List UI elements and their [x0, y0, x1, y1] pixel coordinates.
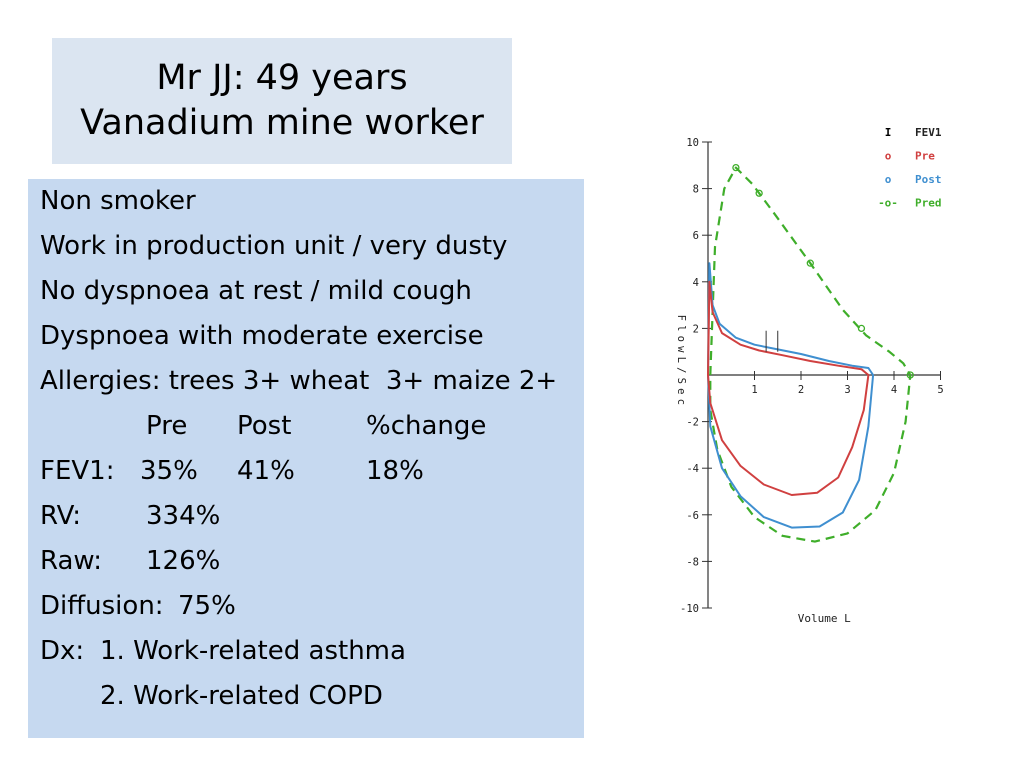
legend-symbol: o	[885, 173, 892, 186]
legend-symbol: -o-	[878, 197, 898, 210]
y-tick-label: -10	[680, 603, 699, 615]
history-item: Allergies: trees 3+ wheat 3+ maize 2+	[40, 366, 558, 396]
y-axis-label-char: w	[675, 346, 687, 353]
y-axis-label-char: e	[675, 388, 687, 394]
fev1-post: 41%	[237, 456, 295, 486]
history-item: Work in production unit / very dusty	[40, 231, 508, 261]
diffusion-label: Diffusion:	[40, 591, 164, 621]
series-pred-marker	[906, 371, 914, 379]
title-box: Mr JJ: 49 years Vanadium mine worker	[52, 38, 512, 164]
y-axis-label-char: c	[675, 399, 687, 405]
history-item: Non smoker	[40, 186, 196, 216]
series-pre-curve	[707, 280, 870, 496]
legend-symbol: o	[885, 150, 892, 163]
fev1-pre: 35%	[140, 456, 198, 486]
rv-value: 334%	[146, 501, 221, 531]
history-item: Dyspnoea with moderate exercise	[40, 321, 484, 351]
legend-symbol: I	[885, 126, 892, 139]
y-tick-label: 8	[693, 184, 699, 196]
legend-label: Pred	[915, 197, 942, 210]
series-pred-marker	[857, 324, 866, 333]
y-axis-label-char: /	[675, 367, 687, 373]
chart-legend: I FEV1 o Pre o Post -o- Pred	[878, 126, 942, 210]
x-tick-label: 4	[891, 384, 897, 396]
fev1-label: FEV1:	[40, 456, 115, 486]
x-tick-label: 1	[751, 384, 757, 396]
diagnosis-item: 1. Work-related asthma	[100, 636, 406, 666]
chart-series	[707, 163, 914, 543]
results-header-post: Post	[237, 411, 292, 441]
rv-label: RV:	[40, 501, 82, 531]
series-pred-marker	[755, 189, 763, 197]
patient-info-box: Non smoker Work in production unit / ver…	[28, 179, 584, 738]
results-header-change: %change	[366, 411, 487, 441]
y-axis-label-char: o	[675, 336, 687, 342]
x-tick-label: 3	[844, 384, 850, 396]
y-tick-label: 2	[693, 323, 699, 335]
y-tick-label: 10	[686, 137, 699, 149]
series-pred-marker	[806, 259, 814, 267]
results-header-pre: Pre	[146, 411, 188, 441]
y-axis-label-char: F	[675, 315, 687, 321]
y-tick-label: -6	[686, 510, 699, 522]
x-tick-label: 2	[798, 384, 804, 396]
series-pred-curve	[709, 166, 912, 543]
series-post-curve	[707, 262, 875, 529]
y-tick-label: -8	[686, 556, 699, 568]
diagnosis-label: Dx:	[40, 636, 85, 666]
raw-label: Raw:	[40, 546, 103, 576]
legend-label: Pre	[915, 150, 935, 163]
y-axis-label-char: S	[675, 378, 687, 384]
y-axis-label-char: L	[675, 357, 687, 363]
diffusion-value: 75%	[178, 591, 236, 621]
history-item: No dyspnoea at rest / mild cough	[40, 276, 472, 306]
title-line-1: Mr JJ: 49 years	[156, 58, 408, 98]
y-axis-label-char: l	[675, 325, 687, 331]
legend-label: Post	[915, 173, 942, 186]
series-pred-marker	[732, 163, 740, 172]
y-tick-label: -2	[686, 417, 699, 429]
diagnosis-item: 2. Work-related COPD	[100, 681, 383, 711]
legend-label: FEV1	[915, 126, 942, 139]
x-tick-label: 5	[937, 384, 943, 396]
raw-value: 126%	[146, 546, 221, 576]
y-tick-label: 6	[693, 230, 699, 242]
x-axis-label: Volume L	[798, 612, 851, 625]
y-tick-label: -4	[686, 463, 699, 475]
y-tick-label: 4	[693, 277, 699, 289]
fev1-change: 18%	[366, 456, 424, 486]
title-line-2: Vanadium mine worker	[80, 103, 484, 143]
